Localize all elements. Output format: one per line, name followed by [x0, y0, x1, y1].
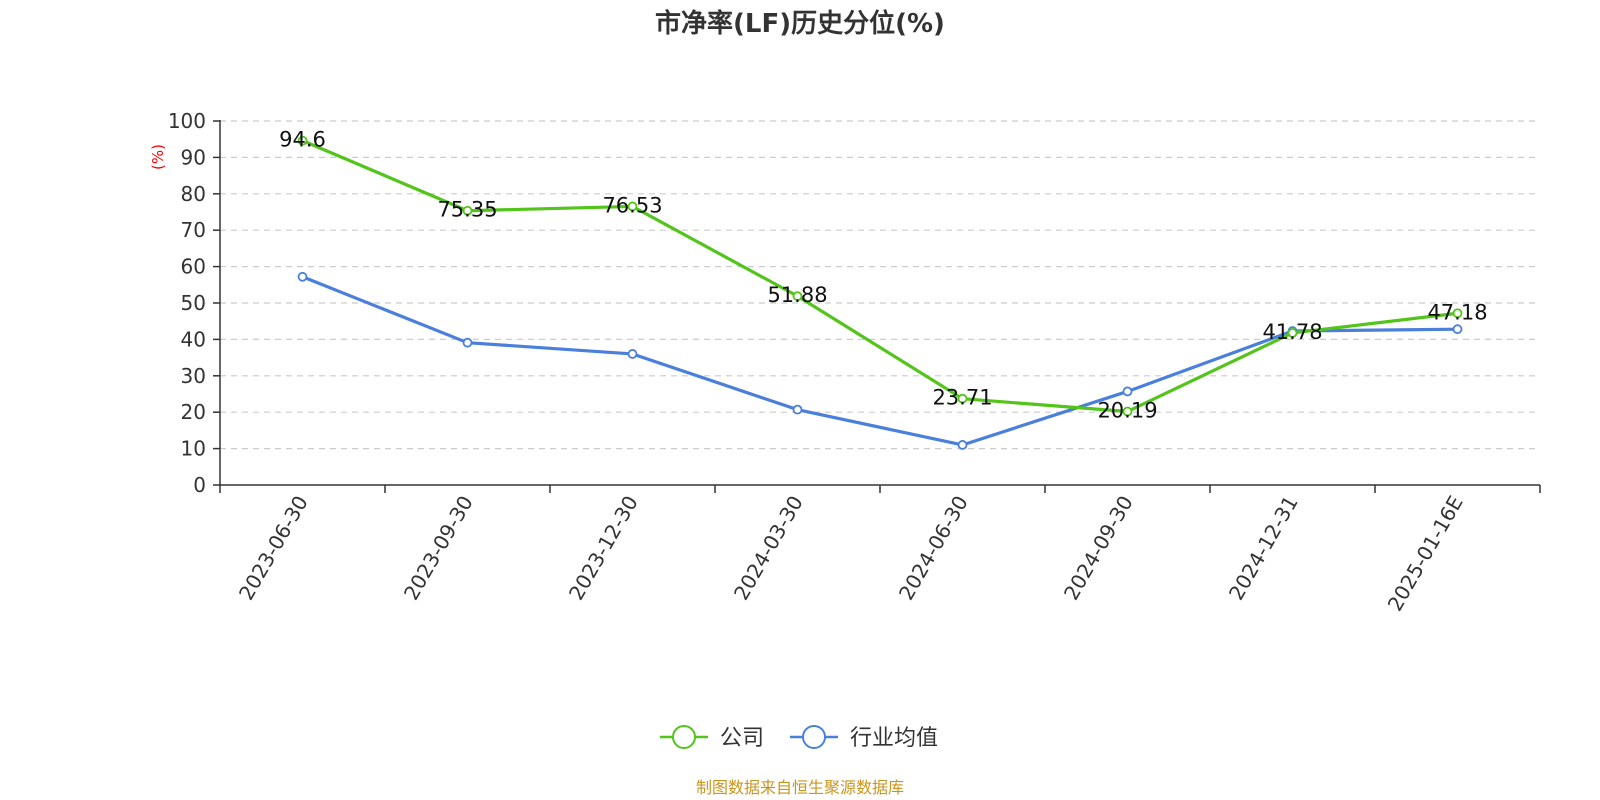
data-point-company — [627, 201, 638, 212]
data-point-industry — [792, 404, 803, 415]
data-label: 76.53 — [602, 193, 662, 217]
legend: 公司 行业均值 — [660, 725, 938, 751]
data-point-company — [792, 291, 803, 302]
x-tick-label: 2023-12-30 — [564, 492, 643, 605]
data-point-company — [462, 205, 473, 216]
y-tick-label: 80 — [181, 182, 206, 206]
y-tick-label: 100 — [168, 109, 206, 133]
data-point-industry — [297, 271, 308, 282]
x-tick-label: 2025-01-16E — [1383, 492, 1468, 616]
legend-item-company: 公司 — [660, 725, 764, 751]
legend-item-industry: 行业均值 — [790, 725, 938, 751]
x-tick-label: 2023-09-30 — [399, 492, 478, 605]
y-tick-label: 50 — [181, 291, 206, 315]
y-tick-label: 90 — [181, 145, 206, 169]
y-tick-label: 20 — [181, 400, 206, 424]
data-label: 23.71 — [932, 386, 992, 410]
label-layer: 94.6 75.35 76.53 51.88 23.71 20.19 41.78 47.18 — [279, 128, 1487, 423]
data-label: 41.78 — [1262, 320, 1322, 344]
chart-title: 市净率(LF)历史分位(%) — [655, 8, 945, 39]
series-line-company — [301, 139, 1458, 414]
data-point-industry — [462, 337, 473, 348]
y-axis-unit: (%) — [149, 144, 167, 170]
data-label: 51.88 — [767, 283, 827, 307]
data-point-industry — [1452, 324, 1463, 335]
legend-label: 公司 — [720, 726, 764, 751]
grid-layer — [220, 120, 1540, 450]
data-point-industry — [957, 440, 968, 450]
x-tick-label: 2024-09-30 — [1059, 492, 1138, 605]
x-tick-label: 2023-06-30 — [234, 492, 313, 605]
data-point-industry — [627, 349, 638, 359]
series-line-industry — [301, 275, 1458, 447]
data-point-company — [1287, 328, 1298, 338]
data-label: 47.18 — [1427, 300, 1487, 324]
axis-layer: 0 10 20 30 40 50 60 70 80 90 100 2023-06-30 2023-09-… — [168, 109, 1541, 616]
y-tick-label: 0 — [193, 473, 206, 497]
data-point-company — [297, 135, 308, 146]
y-tick-label: 30 — [181, 364, 206, 388]
data-point-company — [1452, 308, 1463, 319]
data-point-company — [957, 393, 968, 404]
x-tick-label: 2024-03-30 — [729, 492, 808, 605]
series-layer — [297, 135, 1463, 450]
y-tick-label: 60 — [181, 255, 206, 279]
data-label: 20.19 — [1097, 399, 1157, 423]
data-point-industry — [1122, 386, 1133, 397]
data-label: 75.35 — [437, 198, 497, 222]
legend-marker — [802, 725, 826, 749]
legend-marker — [672, 725, 696, 749]
source-note: 制图数据来自恒生聚源数据库 — [696, 778, 904, 797]
legend-label: 行业均值 — [850, 726, 938, 751]
y-tick-label: 40 — [181, 327, 206, 351]
x-tick-label: 2024-12-31 — [1224, 492, 1303, 605]
data-point-company — [1122, 406, 1133, 417]
y-tick-label: 70 — [181, 218, 206, 242]
x-tick-label: 2024-06-30 — [894, 492, 973, 605]
data-label: 94.6 — [279, 128, 326, 152]
y-tick-label: 10 — [181, 437, 206, 461]
